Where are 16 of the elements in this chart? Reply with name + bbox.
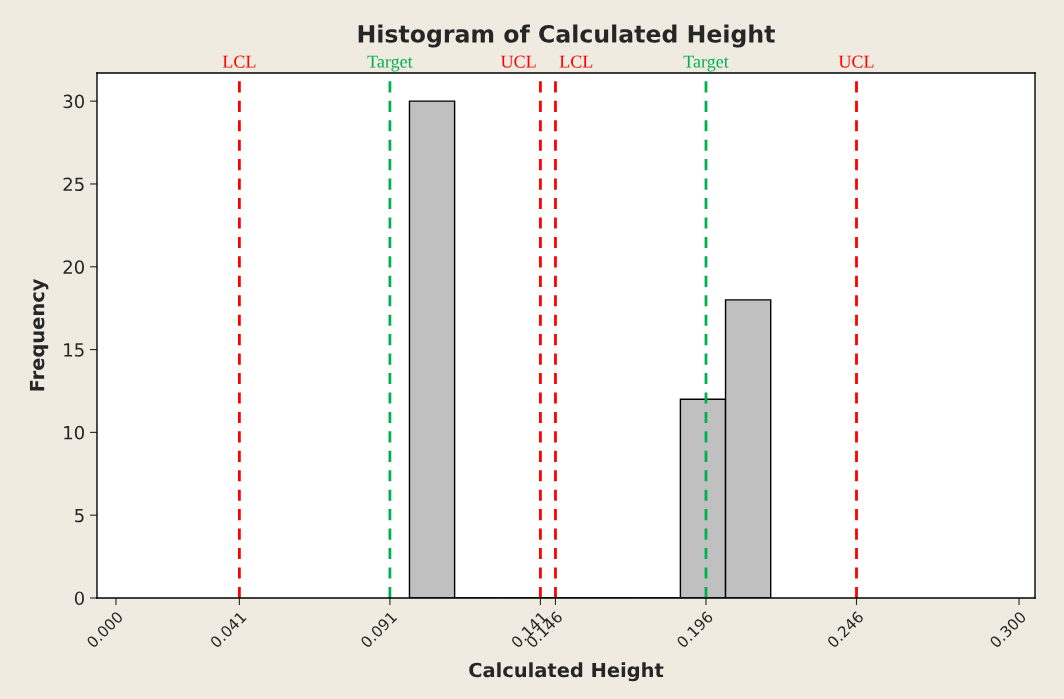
ref-line-label: UCL [838, 55, 874, 68]
y-tick-label: 30 [63, 94, 84, 109]
y-tick-label: 20 [63, 260, 84, 274]
y-tick-label: 0 [74, 591, 84, 606]
y-tick-label: 5 [75, 508, 84, 523]
y-tick-label: 15 [64, 343, 84, 357]
ref-line-label: UCL [500, 55, 536, 68]
chart-title: Histogram of Calculated Height [358, 24, 775, 48]
ref-line-label: Target [367, 55, 413, 72]
y-tick-label: 25 [63, 177, 84, 192]
y-axis-title: Frequency [29, 278, 49, 391]
ref-line-label: Target [683, 55, 729, 72]
y-tick-label: 10 [64, 425, 84, 440]
ref-line-label: LCL [222, 55, 256, 68]
x-axis-title: Calculated Height [469, 662, 664, 682]
ref-line-label: LCL [559, 55, 593, 68]
